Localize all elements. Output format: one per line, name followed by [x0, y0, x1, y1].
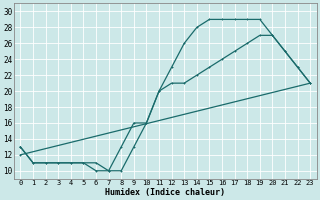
X-axis label: Humidex (Indice chaleur): Humidex (Indice chaleur)	[105, 188, 225, 197]
